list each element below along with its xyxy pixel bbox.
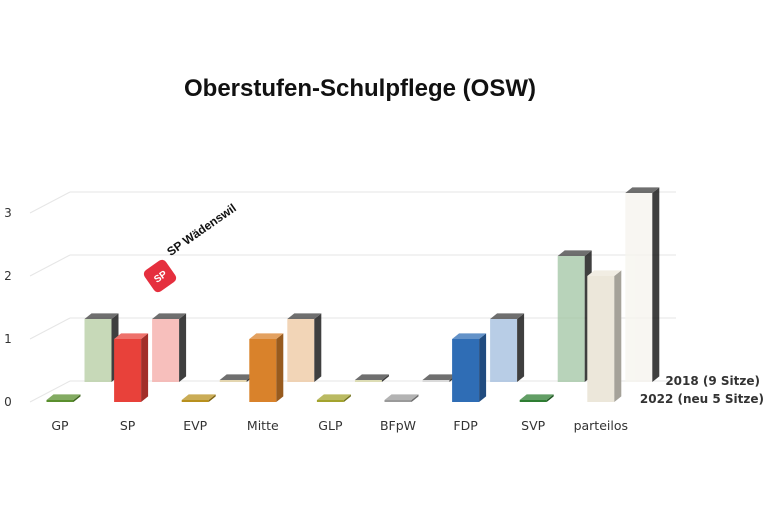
bar-2022-gp-top (46, 394, 81, 400)
bar-2022-parteilos-top (587, 270, 622, 276)
bar-2022-gp (46, 394, 81, 402)
bar-2022-glp-top (316, 394, 351, 400)
series-label-2018: 2018 (9 Sitze) (665, 374, 760, 388)
bar-2022-fdp (452, 333, 487, 402)
bar-2022-glp-side (343, 394, 351, 402)
bar-2022-evp-top (181, 394, 216, 400)
bar-2018-sp-top (152, 313, 187, 319)
bar-2022-gp-side (73, 394, 81, 402)
bar-2022-svp (519, 394, 554, 402)
bar-2022-mitte-side (276, 333, 284, 402)
x-tick-label: Mitte (247, 418, 279, 433)
bar-2018-bfpw-front (422, 380, 450, 382)
bar-2018-fdp-front (490, 319, 518, 382)
bar-2022-sp-side (141, 333, 149, 402)
bar-2022-svp-top (519, 394, 554, 400)
bar-2018-mitte-top (287, 313, 322, 319)
bar-2018-parteilos-front (625, 193, 653, 382)
bar-2018-evp-top (219, 374, 254, 380)
bar-2018-fdp (490, 313, 525, 382)
bar-2022-fdp-front (452, 339, 480, 402)
logo-badge-shape (143, 259, 177, 293)
bar-2018-mitte (287, 313, 322, 382)
bar-2018-parteilos-side (652, 187, 660, 382)
bar-2022-glp (316, 394, 351, 402)
x-tick-label: parteilos (574, 418, 628, 433)
bar-2022-bfpw-side (411, 394, 419, 402)
bar-2022-evp-front (181, 400, 209, 402)
bar-2022-fdp-top (452, 333, 487, 339)
bar-2022-parteilos-side (614, 270, 622, 402)
bar-2022-svp-front (519, 400, 547, 402)
bar-2018-evp-front (219, 380, 247, 382)
bar-2018-glp-top (354, 374, 389, 380)
bar-2018-glp-front (354, 380, 382, 382)
y-tick-label: 1 (4, 332, 12, 346)
bar-2018-sp (152, 313, 187, 382)
bar-2018-mitte-side (314, 313, 322, 382)
logo-text: SP Wädenswil (164, 201, 238, 259)
x-tick-label: EVP (183, 418, 207, 433)
bar-2022-evp (181, 394, 216, 402)
y-tick-label: 2 (4, 269, 12, 283)
x-tick-label: FDP (453, 418, 478, 433)
series-label-2022: 2022 (neu 5 Sitze) (640, 392, 764, 406)
gridline-wall (29, 317, 71, 340)
x-tick-label: SVP (521, 418, 545, 433)
bar-2022-bfpw-top (384, 394, 419, 400)
bar-2018-svp-front (557, 256, 585, 382)
bar-2022-sp (114, 333, 149, 402)
bar-2018-fdp-top (490, 313, 525, 319)
bar-2022-gp-front (46, 400, 74, 402)
y-tick-label: 0 (4, 395, 12, 409)
bar-2022-sp-front (114, 339, 142, 402)
bar-2018-parteilos (625, 187, 660, 382)
bar-2022-svp-side (546, 394, 554, 402)
x-tick-label: GP (51, 418, 69, 433)
bar-2022-evp-side (208, 394, 216, 402)
bar-2018-sp-front (152, 319, 180, 382)
bar-2018-gp (84, 313, 119, 382)
bar-2022-bfpw (384, 394, 419, 402)
bar-2022-glp-front (316, 400, 344, 402)
bar-2022-mitte-front (249, 339, 277, 402)
bar-2022-mitte-top (249, 333, 284, 339)
x-tick-label: SP (120, 418, 136, 433)
gridline-wall (29, 191, 71, 214)
bar-2018-svp-top (557, 250, 592, 256)
bar-2018-mitte-front (287, 319, 315, 382)
bar-2018-fdp-side (517, 313, 525, 382)
x-tick-label: BFpW (380, 418, 416, 433)
bar-2018-bfpw-top (422, 374, 457, 380)
bar-2022-fdp-side (479, 333, 487, 402)
bar-2018-svp (557, 250, 592, 382)
bar-2018-gp-front (84, 319, 112, 382)
bar-2022-sp-top (114, 333, 149, 339)
bar-2022-mitte (249, 333, 284, 402)
gridline-wall (29, 254, 71, 277)
gridline-wall (29, 380, 71, 403)
bar-2022-bfpw-front (384, 400, 412, 402)
bar-2018-gp-top (84, 313, 119, 319)
sp-waedenswil-logo: SP SP Wädenswil (143, 201, 239, 293)
bar-2018-sp-side (179, 313, 187, 382)
bar-2018-glp-side (381, 374, 389, 382)
chart-title: Oberstufen-Schulpflege (OSW) (184, 75, 536, 102)
x-tick-label: GLP (318, 418, 343, 433)
bar-2018-glp (354, 374, 389, 382)
bar-2022-parteilos-front (587, 276, 615, 402)
bar-2018-parteilos-top (625, 187, 660, 193)
y-tick-label: 3 (4, 206, 12, 220)
bar-2022-parteilos (587, 270, 622, 402)
